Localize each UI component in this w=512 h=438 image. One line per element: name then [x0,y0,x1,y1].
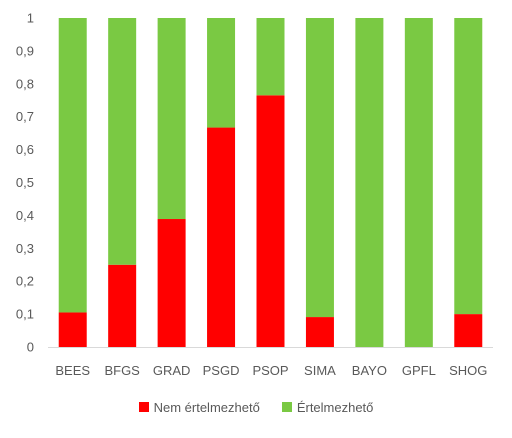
bar-bfgs-series-0 [108,264,137,347]
bar-psgd-series-0 [207,127,236,347]
y-tick-label: 0,2 [16,274,34,289]
y-tick-label: 0,9 [16,43,34,58]
bar-bfgs-series-1 [108,18,137,265]
x-tick-label: PSOP [252,363,288,378]
x-tick-label: SIMA [304,363,336,378]
bar-sima-series-0 [305,317,334,347]
bar-bees-series-0 [58,312,87,347]
x-tick-label: GPFL [402,363,436,378]
y-tick-label: 0,3 [16,241,34,256]
legend-swatch-red [138,402,149,412]
legend-item-ertelmezheto: Értelmezhető [281,399,374,415]
bar-bayo-series-1 [355,18,384,347]
bar-grad-series-1 [157,18,186,220]
x-tick-label: SHOG [449,363,487,378]
y-tick-label: 0,4 [16,208,34,223]
legend-swatch-green [281,402,292,412]
x-tick-label: BAYO [352,363,387,378]
x-tick-label: BFGS [104,363,140,378]
legend-label: Nem értelmezhető [153,399,260,415]
y-tick-label: 0,1 [16,307,34,322]
x-tick-label: GRAD [153,363,191,378]
legend-label: Értelmezhető [296,399,374,415]
x-tick-label: BEES [55,363,90,378]
y-tick-label: 1 [27,11,34,26]
y-tick-label: 0,8 [16,76,34,91]
bar-shog-series-0 [454,314,483,347]
x-tick-label: PSGD [203,363,240,378]
y-tick-label: 0,6 [16,142,34,157]
legend: Nem értelmezhető Értelmezhető [0,396,512,418]
y-tick-label: 0,7 [16,109,34,124]
bar-psop-series-0 [256,95,285,347]
bar-gpfl-series-1 [404,18,433,347]
y-tick-label: 0,5 [16,175,34,190]
bar-sima-series-1 [305,18,334,318]
y-tick-label: 0 [27,340,34,355]
bar-grad-series-0 [157,219,186,347]
bar-psgd-series-1 [207,18,236,128]
bar-psop-series-1 [256,18,285,96]
legend-item-nem-ertelmezheto: Nem értelmezhető [138,399,260,415]
bar-bees-series-1 [58,18,87,313]
bar-shog-series-1 [454,18,483,315]
